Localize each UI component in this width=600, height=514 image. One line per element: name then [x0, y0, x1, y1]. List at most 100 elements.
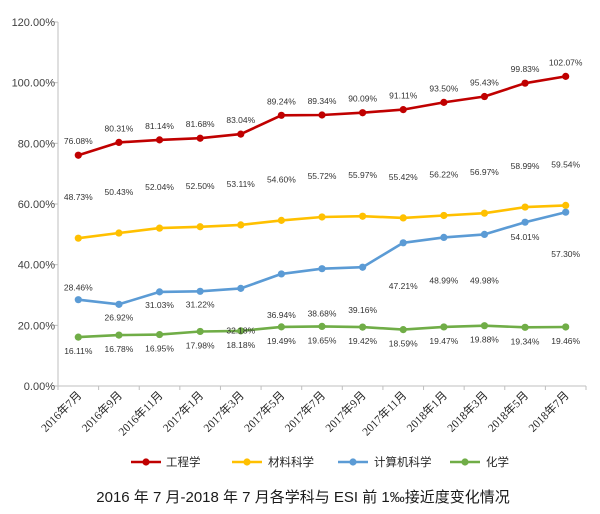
- series-1-point[interactable]: [237, 130, 245, 138]
- series-1-point[interactable]: [74, 151, 82, 159]
- series-1-point[interactable]: [521, 79, 529, 87]
- series-2-point[interactable]: [237, 221, 245, 229]
- series-3-point[interactable]: [359, 263, 367, 271]
- series-2-point[interactable]: [562, 201, 570, 209]
- series-3-point[interactable]: [115, 300, 123, 308]
- series-1-point[interactable]: [359, 109, 367, 117]
- series-2-data-label: 59.54%: [551, 159, 580, 169]
- series-2-point[interactable]: [277, 216, 285, 224]
- legend-marker: [461, 458, 469, 466]
- series-4-data-label: 17.98%: [186, 340, 215, 350]
- series-2-point[interactable]: [155, 224, 164, 232]
- legend-marker: [243, 458, 251, 466]
- series-2-point[interactable]: [440, 211, 448, 220]
- series-4-point[interactable]: [359, 323, 367, 331]
- series-2-data-label: 52.50%: [186, 181, 215, 191]
- y-tick-label: 120.00%: [12, 17, 56, 29]
- series-1-data-label: 91.11%: [389, 91, 418, 101]
- series-3-point[interactable]: [399, 239, 407, 247]
- series-2-point[interactable]: [521, 203, 529, 211]
- series-4-point[interactable]: [480, 322, 489, 330]
- series-3-point[interactable]: [562, 208, 570, 216]
- series-4-data-label: 19.46%: [551, 336, 580, 346]
- series-2-data-label: 50.43%: [105, 187, 134, 197]
- series-1-data-label: 81.14%: [145, 121, 174, 131]
- series-3-data-label: 39.16%: [348, 305, 377, 315]
- legend-marker: [142, 458, 150, 466]
- series-3-point[interactable]: [196, 287, 204, 295]
- series-1-data-label: 102.07%: [549, 57, 583, 67]
- series-2-data-label: 56.22%: [429, 169, 458, 179]
- series-2-point[interactable]: [318, 213, 326, 221]
- series-1-point[interactable]: [196, 134, 204, 142]
- series-3-data-label: 57.30%: [551, 249, 580, 259]
- series-2-point[interactable]: [359, 212, 367, 220]
- series-3-data-label: 31.03%: [145, 300, 174, 310]
- series-4-point[interactable]: [115, 331, 123, 339]
- series-4-data-label: 16.11%: [64, 346, 93, 356]
- series-1-data-label: 95.43%: [470, 78, 499, 88]
- series-3-data-label: 38.68%: [308, 309, 337, 319]
- series-3-data-label: 47.21%: [389, 281, 418, 291]
- series-1-point[interactable]: [440, 98, 448, 106]
- series-3-point[interactable]: [74, 296, 82, 304]
- series-4-point[interactable]: [196, 327, 204, 336]
- series-4-point[interactable]: [562, 323, 570, 331]
- series-4-data-label: 19.65%: [308, 335, 337, 345]
- series-3-point[interactable]: [521, 218, 529, 226]
- series-2-data-label: 55.72%: [308, 171, 337, 181]
- series-4-point[interactable]: [399, 326, 407, 334]
- legend-item-series-2[interactable]: 材料科学: [232, 455, 314, 469]
- series-3-point[interactable]: [440, 233, 448, 241]
- series-4-point[interactable]: [521, 323, 529, 331]
- y-tick-label: 20.00%: [18, 320, 56, 332]
- series-2-point[interactable]: [399, 214, 407, 222]
- series-1-data-label: 76.08%: [64, 136, 93, 146]
- series-1-point[interactable]: [277, 111, 285, 119]
- series-2-data-label: 48.73%: [64, 192, 93, 202]
- series-4-data-label: 19.42%: [348, 336, 377, 346]
- series-2-data-label: 56.97%: [470, 167, 499, 177]
- series-1-point[interactable]: [399, 106, 407, 114]
- y-tick-label: 100.00%: [12, 78, 56, 90]
- series-4-point[interactable]: [74, 333, 82, 341]
- series-2-point[interactable]: [115, 229, 123, 237]
- series-3-point[interactable]: [277, 270, 285, 278]
- legend-item-series-1[interactable]: 工程学: [131, 455, 201, 469]
- series-3-data-label: 26.92%: [105, 312, 134, 322]
- legend-item-series-4[interactable]: 化学: [450, 455, 509, 469]
- series-3-data-label: 48.99%: [429, 275, 458, 285]
- y-tick-label: 0.00%: [24, 381, 55, 393]
- series-1-point[interactable]: [115, 138, 123, 146]
- series-1-data-label: 83.04%: [226, 115, 255, 125]
- series-4-point[interactable]: [277, 323, 285, 331]
- series-2-data-label: 53.11%: [227, 179, 256, 189]
- series-1-data-label: 89.24%: [267, 96, 296, 106]
- series-1-point[interactable]: [562, 72, 570, 80]
- series-4-point[interactable]: [318, 322, 326, 330]
- series-4-point[interactable]: [155, 330, 164, 339]
- series-3-line: [77, 210, 568, 306]
- series-1-point[interactable]: [318, 111, 326, 119]
- x-tick-label: 2017年5月: [241, 388, 287, 434]
- axes: 0.00% 20.00% 40.00% 60.00% 80.00% 100.00% 120.…: [12, 17, 587, 438]
- series-3-point[interactable]: [318, 265, 326, 273]
- series-4-point[interactable]: [237, 327, 245, 335]
- series-2-point[interactable]: [196, 223, 204, 231]
- series-3-point[interactable]: [480, 230, 489, 238]
- x-tick-label: 2017年7月: [282, 388, 328, 434]
- chart-title: 2016 年 7 月-2018 年 7 月各学科与 ESI 前 1‰接近度变化情…: [96, 489, 509, 506]
- x-tick-label: 2018年1月: [403, 388, 449, 434]
- series-3-point[interactable]: [155, 288, 164, 296]
- series-2-point[interactable]: [74, 234, 82, 242]
- series-4-data-label: 19.49%: [267, 336, 296, 346]
- series-1-point[interactable]: [155, 136, 164, 144]
- series-4-data-label: 19.88%: [470, 335, 499, 345]
- series-1-point[interactable]: [480, 92, 489, 101]
- series-4-point[interactable]: [440, 323, 448, 331]
- x-tick-label: 2018年5月: [485, 388, 531, 434]
- series-2-point[interactable]: [480, 209, 489, 217]
- legend-item-series-3[interactable]: 计算机科学: [338, 455, 432, 469]
- series-3-point[interactable]: [237, 284, 245, 292]
